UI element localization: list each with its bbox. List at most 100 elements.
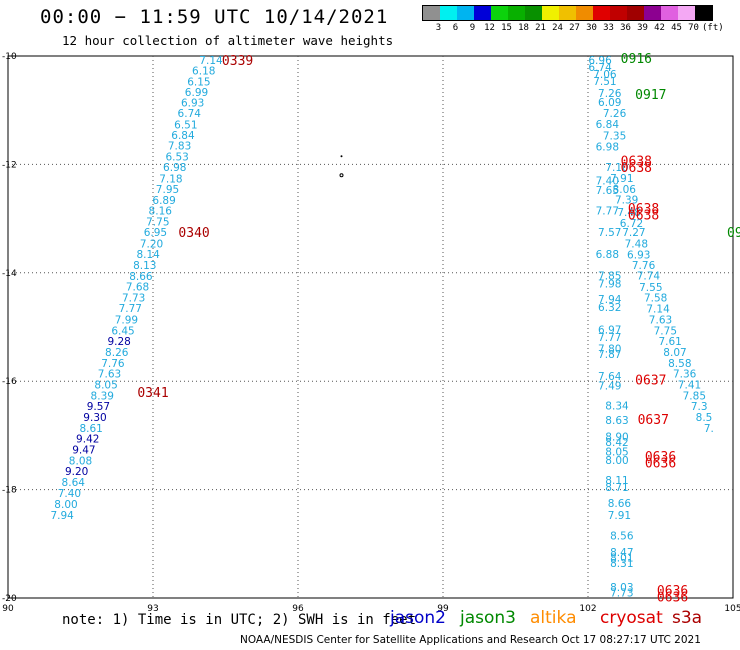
wave-height-value: 6.18 <box>192 66 215 78</box>
wave-height-value: 6.84 <box>171 130 195 142</box>
wave-height-value: 9.30 <box>83 412 106 424</box>
wave-height-value: 7.63 <box>649 314 672 326</box>
island-marker <box>339 173 344 178</box>
y-tick-label: -16 <box>2 377 17 387</box>
x-tick-label: 96 <box>292 604 304 614</box>
colorbar-swatch <box>440 6 457 20</box>
colorbar-swatch <box>678 6 695 20</box>
wave-height-value: 7.73 <box>122 293 145 305</box>
map-frame <box>7 55 734 599</box>
wave-height-value: 8.01 <box>610 552 633 564</box>
colorbar-labels: 3 6 9 12 15 18 21 24 27 30 33 36 39 42 45 70 (ft) <box>422 21 724 33</box>
legend-jason3: jason3 <box>460 608 516 628</box>
wave-height-value: 7.98 <box>598 279 621 291</box>
colorbar-swatch <box>491 6 508 20</box>
wave-height-value: 7.40 <box>596 176 619 188</box>
wave-height-value: 7.75 <box>654 325 677 337</box>
legend-s3a: s3a <box>672 608 703 628</box>
wave-height-value: 7.75 <box>146 216 169 228</box>
wave-height-value: 7.77 <box>598 332 621 344</box>
colorbar-label: 15 <box>501 23 512 33</box>
wave-height-value: 7.83 <box>168 140 191 152</box>
wave-height-value: 7.85 <box>598 271 621 283</box>
y-tick-label: -12 <box>2 160 17 170</box>
colorbar-swatch <box>695 6 712 20</box>
wave-height-value: 7.35 <box>603 131 626 143</box>
wave-height-value: 8.06 <box>613 184 637 196</box>
wave-height-value: 8.00 <box>54 499 77 511</box>
colorbar-swatch <box>542 6 559 20</box>
wave-height-value: 8.47 <box>610 547 633 559</box>
wave-height-value: 6.99 <box>185 87 208 99</box>
pass-time-label: 0638 <box>628 208 659 223</box>
pass-time-label: 0636 <box>645 457 676 472</box>
wave-height-value: 8.42 <box>605 437 628 449</box>
colorbar-label: 21 <box>535 23 546 33</box>
wave-height-value: 7.26 <box>603 108 627 120</box>
pass-time-label: 0636 <box>645 450 676 465</box>
colorbar-label: 9 <box>469 23 476 33</box>
wave-height-value: 7.41 <box>678 379 701 391</box>
wave-height-value: 6.51 <box>174 119 197 131</box>
wave-height-value: 6.88 <box>596 249 619 261</box>
wave-height-value: 7.80 <box>598 344 621 356</box>
wave-height-value: 7.27 <box>622 227 645 239</box>
wave-height-value: 6.89 <box>152 195 175 207</box>
wave-height-value: 7.94 <box>50 510 74 522</box>
credit-line: NOAA/NESDIS Center for Satellite Applica… <box>240 634 701 646</box>
wave-height-value: 8.90 <box>605 431 628 443</box>
wave-height-value: 6.98 <box>163 162 186 174</box>
colorbar-swatch <box>644 6 661 20</box>
colorbar-swatch <box>610 6 627 20</box>
colorbar-label: 70 <box>688 23 699 33</box>
wave-height-value: 6.93 <box>181 98 204 110</box>
wave-height-value: 8.66 <box>608 498 632 510</box>
wave-height-value: 7.85 <box>683 390 706 402</box>
colorbar-label: 27 <box>569 23 580 33</box>
pass-time-label: 0638 <box>628 202 659 217</box>
legend-cryosat: cryosat <box>600 608 663 628</box>
y-tick-label: -10 <box>2 52 17 62</box>
wave-height-value: 8.31 <box>610 558 633 570</box>
wave-height-value: 7.87 <box>598 349 621 361</box>
wave-height-value: 7.63 <box>98 369 121 381</box>
island-marker <box>340 155 343 158</box>
wave-height-value: 7.39 <box>615 195 638 207</box>
wave-height-value: 9.20 <box>65 466 88 478</box>
colorbar-swatch <box>593 6 610 20</box>
pass-time-label: 0638 <box>621 155 652 170</box>
pass-time-label: 0636 <box>657 584 688 599</box>
wave-height-value: 7.48 <box>625 239 648 251</box>
wave-height-value: 8.39 <box>91 390 114 402</box>
colorbar-swatches <box>422 5 713 21</box>
wave-height-value: 7.91 <box>610 173 633 185</box>
wave-height-value: 9.42 <box>76 434 99 446</box>
y-tick-label: -18 <box>2 486 17 496</box>
pass-time-label: 0637 <box>638 413 669 428</box>
colorbar-label: 33 <box>603 23 614 33</box>
colorbar-label: 24 <box>552 23 563 33</box>
pass-time-label: 0339 <box>222 54 253 69</box>
wave-height-value: 7.3 <box>691 401 708 413</box>
page-title: 00:00 − 11:59 UTC 10/14/2021 <box>40 6 389 28</box>
page-subtitle: 12 hour collection of altimeter wave hei… <box>62 33 394 48</box>
wave-height-value: 7.51 <box>593 76 616 88</box>
wave-height-value: 6.97 <box>598 325 621 337</box>
wave-height-value: 8.03 <box>610 582 633 594</box>
wave-height-value: 6.09 <box>598 97 621 109</box>
footnote: note: 1) Time is in UTC; 2) SWH is in fe… <box>62 612 417 628</box>
wave-height-value: 7.77 <box>596 205 619 217</box>
wave-height-value: 6.84 <box>596 119 620 131</box>
wave-height-value: 8.11 <box>605 475 628 487</box>
wave-height-value: 6.72 <box>620 218 643 230</box>
wave-height-value: 7.91 <box>608 510 631 522</box>
colorbar-label: 18 <box>518 23 529 33</box>
wave-height-value: 7.99 <box>115 314 138 326</box>
wave-height-value: 8.61 <box>79 423 102 435</box>
wave-height-value: 7.14 <box>646 304 670 316</box>
wave-height-value: 6.45 <box>111 325 134 337</box>
colorbar-label: 30 <box>586 23 597 33</box>
wave-height-value: 7.14 <box>199 55 223 67</box>
colorbar-swatch <box>627 6 644 20</box>
